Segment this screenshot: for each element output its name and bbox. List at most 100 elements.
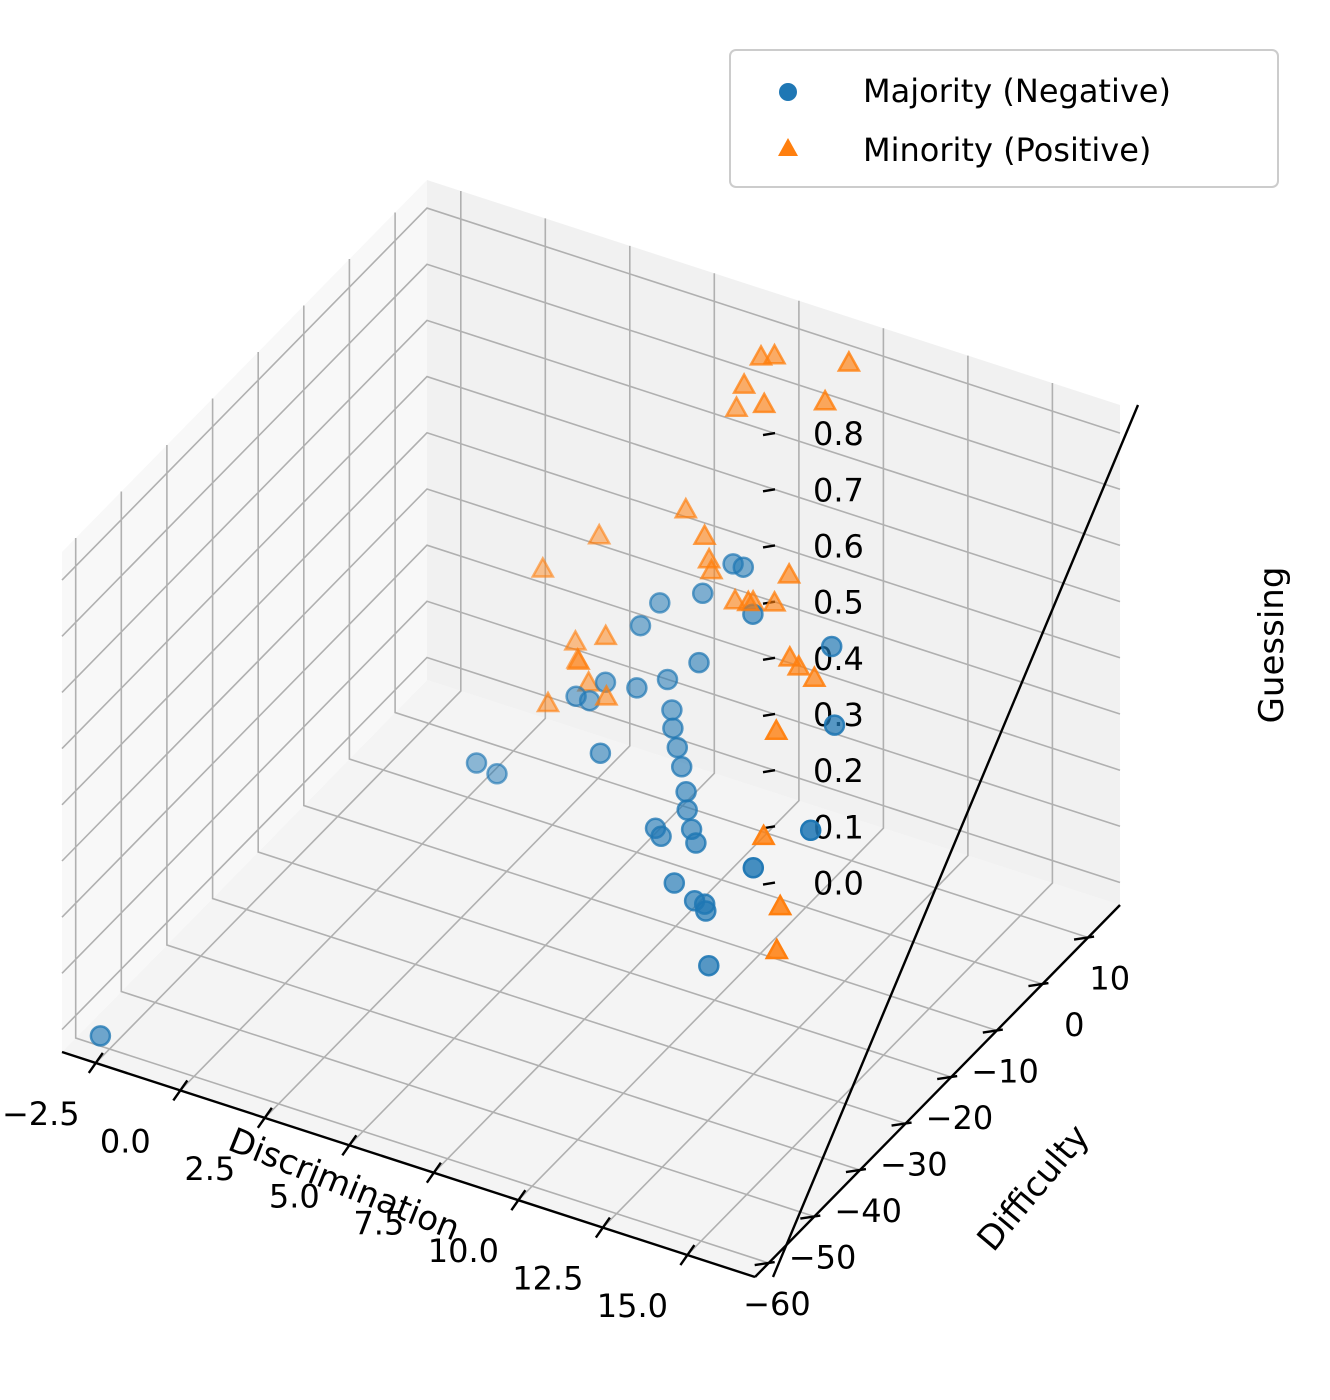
z-tick-label: 0.2 [813,752,864,790]
minority-point [722,587,748,610]
z-grid-line [61,431,1121,806]
majority-point [666,736,689,759]
x-grid-line [433,300,800,1174]
y-tick-label: −30 [880,1146,948,1184]
majority-point [698,954,720,977]
y-tick-label: −50 [789,1239,857,1277]
majority-point [732,556,755,578]
z-tick-mark [762,488,776,493]
z-tick-mark [762,768,776,774]
x-tick-label: 7.5 [353,1205,404,1243]
majority-point [695,900,717,922]
z-grid-line [61,207,1121,581]
y-grid-line [74,538,769,1264]
axis-panes [62,180,1120,1277]
x-grid-line [95,191,462,1064]
x-tick-mark [594,1216,611,1239]
z-tick-label: 0.0 [813,865,864,903]
x-tick-mark [341,1134,358,1156]
z-tick-label: 0.1 [813,808,864,846]
legend-marker-minority [778,138,798,156]
z-tick-mark [762,431,776,437]
majority-point [629,614,652,637]
y-tick-mark [845,1167,867,1174]
minority-point [566,648,591,671]
x-grid-line [179,218,547,1091]
y-tick-mark [937,1074,958,1081]
majority-point [688,651,710,674]
z-tick-mark [762,656,776,661]
x-tick-mark [172,1079,189,1102]
minority-point [776,561,802,584]
minority-point [594,683,619,706]
majority-point [465,752,488,774]
y-tick-mark [1028,981,1049,988]
x-tick-label: 2.5 [184,1150,235,1188]
z-tick-mark [762,544,776,549]
majority-point [662,717,684,739]
minority-point [762,589,787,612]
x-grid-line [264,245,631,1119]
x-grid-line [348,273,716,1146]
y-tick-label: 0 [1064,1006,1084,1044]
axis-lines [61,404,1140,1279]
y-tick-label: −60 [743,1285,811,1323]
grid-lines [61,191,1121,1264]
z-grid-line [61,544,1121,918]
x-tick-label: 10.0 [428,1232,499,1270]
majority-point [486,763,508,785]
minority-point [751,823,776,846]
majority-point [589,742,612,764]
minority-point [836,349,862,372]
y-grid-line [120,491,815,1218]
minority-point [563,628,588,651]
z-grid-line [61,488,1121,862]
y-tick-mark [754,1260,775,1267]
y-grid-line [166,445,861,1171]
z-grid-line [61,656,1121,1031]
y-grid-line [302,305,998,1032]
x-tick-label: 15.0 [597,1287,668,1325]
minority-point [692,523,717,545]
legend-marker-majority [779,83,797,101]
x-tick-label: 12.5 [512,1260,583,1298]
legend-box [729,49,1279,188]
minority-point [731,372,757,394]
legend: Majority (Negative) Minority (Positive) [729,49,1279,188]
x-tick-mark [87,1052,104,1074]
minority-point [673,496,698,519]
majority-point [676,799,698,821]
x-axis-line [61,1050,756,1279]
y-tick-mark [1073,935,1095,941]
majority-point [663,872,686,894]
x-tick-mark [425,1162,442,1184]
majority-point [742,857,765,879]
y-grid-line [211,398,906,1125]
majority-point [685,832,707,854]
y-tick-label: 10 [1089,960,1130,998]
minority-point [587,522,612,545]
majority-point [578,689,601,712]
tick-labels: −2.5 0.0 2.5 5.0 7.5 10.0 12.5 15.0 −60 −50 −40 −30… [2,415,1130,1325]
majority-point [649,592,671,614]
left-pane [62,180,427,1052]
y-axis-label: Difficulty [970,1117,1098,1259]
data-points [89,342,862,1047]
x-grid-line [602,355,969,1229]
y-grid-line [348,259,1043,985]
minority-point [736,589,761,612]
z-tick-label: 0.6 [813,527,864,565]
x-tick-mark [510,1189,527,1211]
y-tick-label: −10 [971,1053,1039,1091]
majority-point [650,825,672,848]
minority-point [786,653,811,676]
minority-point [768,893,793,916]
majority-point [656,668,679,691]
z-tick-label: 0.5 [813,584,864,622]
z-tick-mark [762,881,776,886]
majority-point [820,635,843,658]
minority-point [593,623,618,646]
floor-pane [62,680,1120,1277]
majority-point [675,781,697,803]
